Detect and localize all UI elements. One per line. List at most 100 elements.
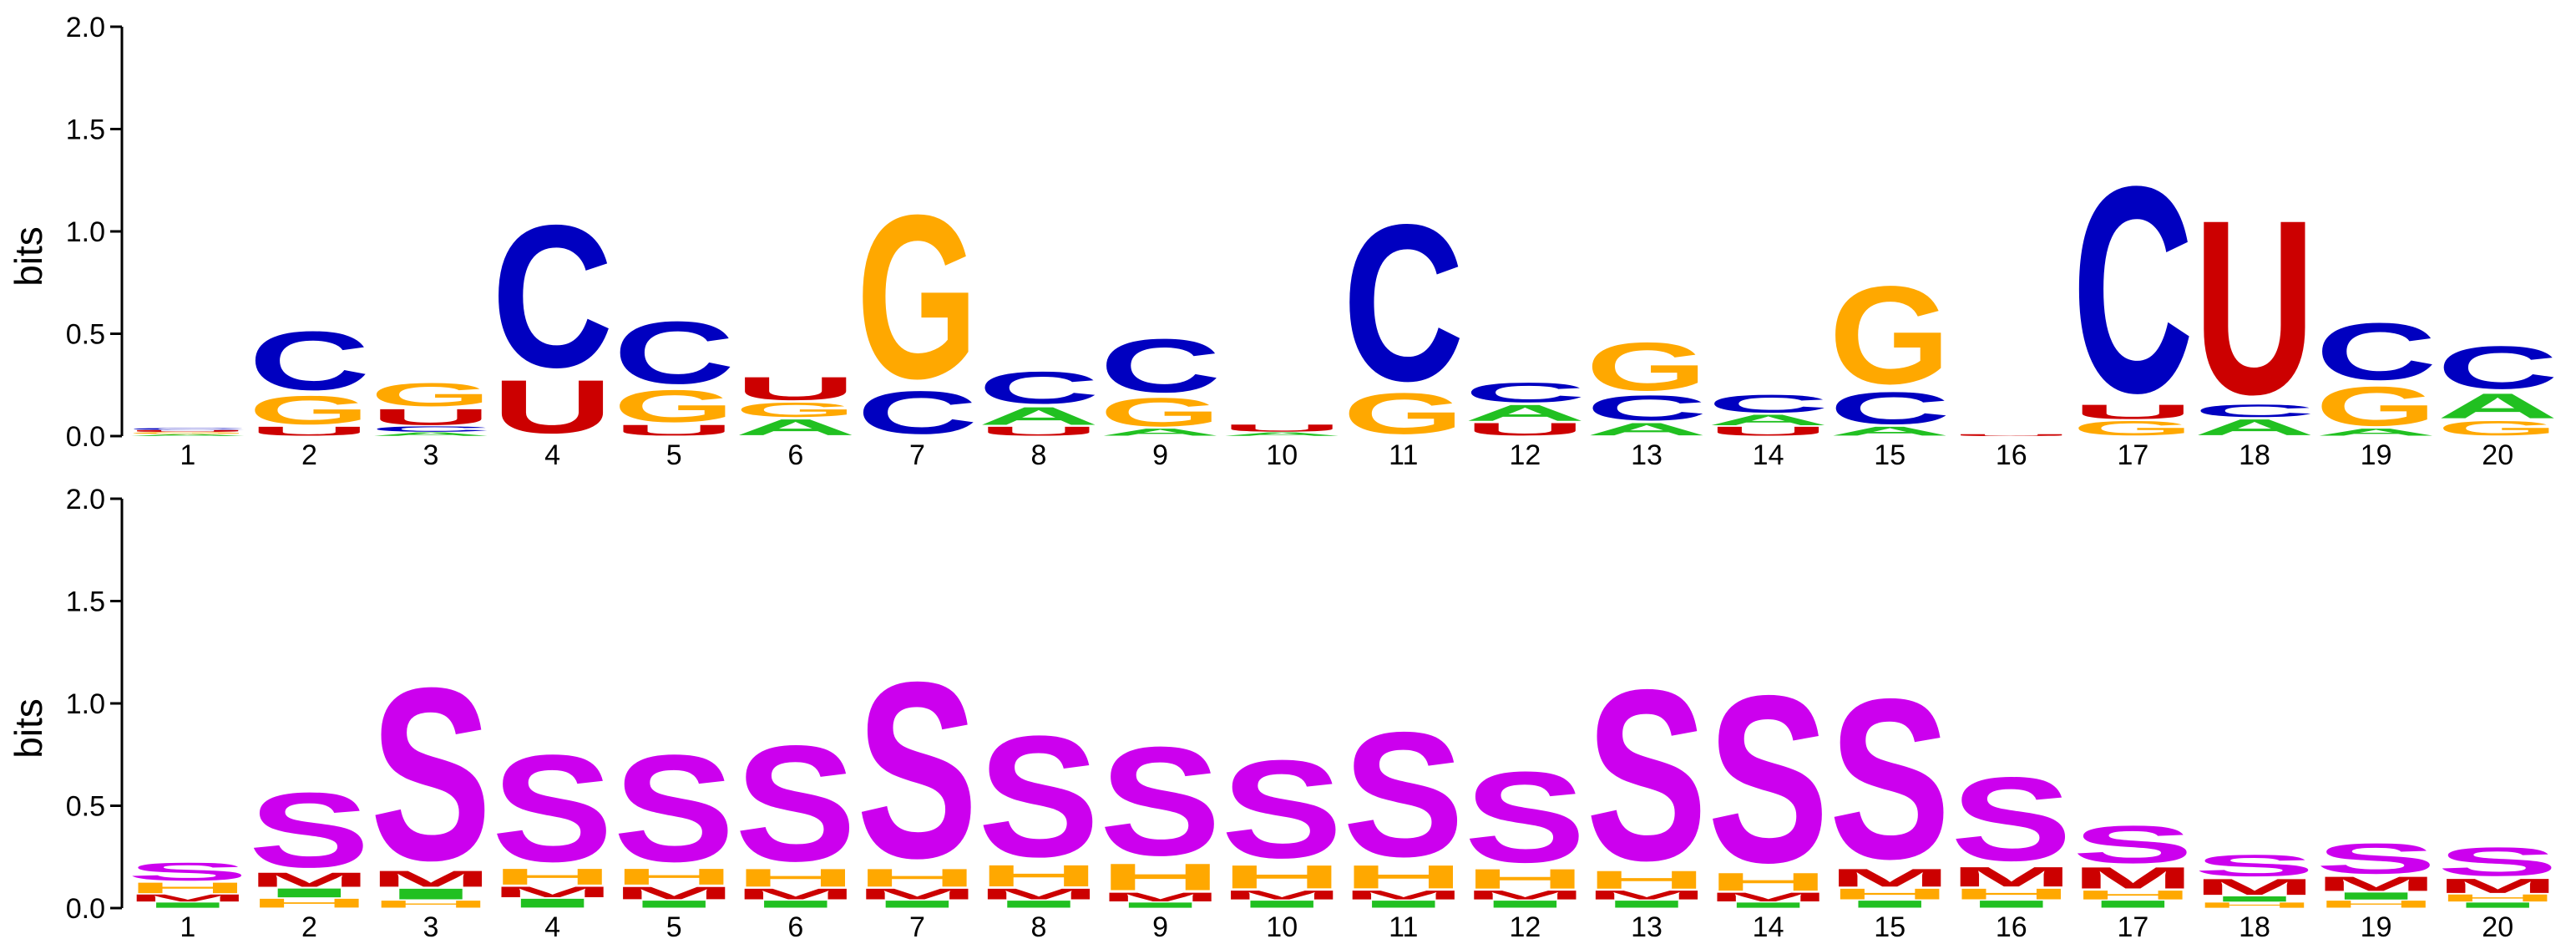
logo-letter-U: U xyxy=(127,429,249,432)
logo-letter-I: I xyxy=(492,896,614,911)
x-tick-label: 20 xyxy=(2482,911,2513,943)
logo-letter-A: A xyxy=(2194,414,2315,439)
logo-letter-S: S xyxy=(857,629,979,911)
logo-letter-G: G xyxy=(2437,417,2558,439)
logo-letter-U: U xyxy=(249,424,371,439)
logo-letter-H: H xyxy=(1829,886,1951,902)
logo-letter-C: C xyxy=(1343,179,1465,428)
logo-letter-I: I xyxy=(2072,899,2194,911)
logo-letter-U: U xyxy=(735,370,857,407)
logo-letter-I: I xyxy=(1586,899,1708,911)
logo-letter-A: A xyxy=(2315,427,2437,439)
logo-letter-H: H xyxy=(249,896,371,911)
logo-letter-H: H xyxy=(613,864,735,889)
logo-letter-A: A xyxy=(1221,431,1343,437)
logo-letter-G: G xyxy=(857,167,979,427)
x-tick-label: 9 xyxy=(1152,439,1168,471)
logo-letter-U: U xyxy=(1221,423,1343,434)
x-tick-label: 9 xyxy=(1152,911,1168,943)
logo-letter-A: A xyxy=(127,434,249,436)
logo-letter-S: S xyxy=(127,858,249,886)
logo-letter-S: S xyxy=(2072,815,2194,874)
logo-letter-H: H xyxy=(1951,886,2072,902)
logo-letter-H: H xyxy=(1100,855,1222,898)
logo-letter-S: S xyxy=(735,713,857,896)
logo-letter-S: S xyxy=(249,770,371,890)
x-tick-label: 12 xyxy=(1509,911,1541,943)
x-tick-label: 8 xyxy=(1031,911,1047,943)
x-tick-label: 13 xyxy=(1631,439,1663,471)
logo-letter-G: G xyxy=(127,432,249,434)
logo-letter-I: I xyxy=(2194,895,2315,903)
logo-letter-C: C xyxy=(613,303,735,403)
x-tick-label: 18 xyxy=(2239,911,2270,943)
logo-letter-S: S xyxy=(2437,839,2558,884)
logo-letter-I: I xyxy=(127,901,249,909)
logo-letter-I: I xyxy=(1100,901,1222,909)
logo-letter-G: G xyxy=(249,388,371,433)
logo-letter-S: S xyxy=(492,723,614,894)
logo-letter-C: C xyxy=(370,425,492,434)
logo-letter-H: H xyxy=(492,864,614,889)
logo-letter-S: S xyxy=(613,723,735,894)
logo-letter-U: U xyxy=(978,424,1100,439)
logo-letter-S: S xyxy=(2194,849,2315,883)
logo-letter-S: S xyxy=(1829,652,1951,906)
y-tick-label: 0.0 xyxy=(66,893,105,925)
y-tick-label: 2.0 xyxy=(66,484,105,515)
logo-letter-U: U xyxy=(2194,168,2315,446)
x-tick-label: 13 xyxy=(1631,911,1663,943)
x-tick-label: 17 xyxy=(2117,911,2148,943)
x-tick-label: 8 xyxy=(1031,439,1047,471)
logo-letter-G: G xyxy=(613,381,735,432)
x-tick-label: 1 xyxy=(180,911,195,943)
logo-letter-U: U xyxy=(492,364,614,449)
logo-letter-M: M xyxy=(2072,861,2194,896)
x-tick-label: 3 xyxy=(423,911,439,943)
logo-letter-G: G xyxy=(2315,375,2437,438)
logo-letter-H: H xyxy=(1343,858,1465,895)
logo-letter-H: H xyxy=(735,864,857,892)
logo-letter-I: I xyxy=(613,899,735,911)
logo-letter-G: G xyxy=(735,398,857,421)
x-tick-label: 10 xyxy=(1266,911,1298,943)
logo-letter-S: S xyxy=(370,636,492,911)
logo-letter-U: U xyxy=(2072,401,2194,424)
logo-letter-G: G xyxy=(1829,256,1951,413)
logo-letter-A: A xyxy=(370,431,492,437)
y-tick-label: 1.5 xyxy=(66,114,105,146)
x-tick-label: 15 xyxy=(1874,439,1905,471)
logo-letter-U: U xyxy=(1951,434,2072,436)
logo-letter-H: H xyxy=(1708,868,1830,896)
x-tick-label: 14 xyxy=(1753,439,1784,471)
logo-letter-H: H xyxy=(978,859,1100,893)
logo-letter-A: A xyxy=(2437,386,2558,426)
y-tick-label: 1.0 xyxy=(66,688,105,720)
logo-letter-M: M xyxy=(492,884,614,901)
logo-letter-I: I xyxy=(370,886,492,902)
x-tick-label: 11 xyxy=(1389,911,1418,943)
logo-letter-U: U xyxy=(370,404,492,429)
logo-letter-C: C xyxy=(2437,334,2558,402)
logo-letter-C: C xyxy=(492,184,614,410)
logo-letter-M: M xyxy=(2437,875,2558,897)
logo-letter-S: S xyxy=(1465,746,1587,891)
x-tick-label: 16 xyxy=(1996,439,2027,471)
logo-letter-M: M xyxy=(1708,890,1830,904)
logo-letter-M: M xyxy=(735,886,857,902)
x-tick-label: 17 xyxy=(2117,439,2148,471)
logo-letter-G: G xyxy=(1586,328,1708,405)
logo-letter-S: S xyxy=(1343,695,1465,894)
x-tick-label: 16 xyxy=(1996,911,2027,943)
logo-letter-A: A xyxy=(1586,419,1708,439)
logo-letter-C: C xyxy=(2194,401,2315,421)
x-tick-label: 14 xyxy=(1753,911,1784,943)
logo-letter-M: M xyxy=(1221,888,1343,902)
logo-letter-I: I xyxy=(1951,899,2072,911)
x-tick-label: 5 xyxy=(666,911,682,943)
logo-letter-M: M xyxy=(1829,864,1951,892)
logo-letter-U: U xyxy=(613,422,735,439)
x-tick-label: 5 xyxy=(666,439,682,471)
logo-letter-H: H xyxy=(127,880,249,896)
